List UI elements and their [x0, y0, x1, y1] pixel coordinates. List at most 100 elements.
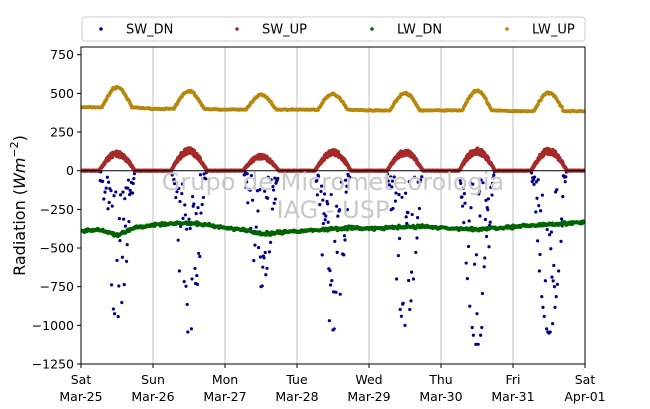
- data-point: [469, 206, 473, 210]
- data-point: [479, 333, 483, 337]
- data-point: [120, 255, 124, 259]
- data-point: [551, 279, 555, 283]
- x-tick-label: Mar-29: [347, 389, 390, 404]
- data-point: [395, 277, 399, 281]
- data-point: [112, 194, 116, 198]
- data-point: [342, 234, 346, 238]
- data-point: [414, 250, 418, 255]
- data-point: [319, 189, 323, 194]
- data-point: [125, 259, 129, 264]
- data-point: [486, 208, 490, 212]
- data-point: [416, 216, 420, 220]
- data-point: [411, 277, 415, 281]
- data-point: [198, 254, 202, 259]
- data-point: [123, 197, 127, 201]
- data-point: [272, 201, 276, 205]
- data-point: [484, 198, 488, 203]
- data-point: [180, 191, 184, 196]
- data-point: [185, 227, 189, 231]
- x-tick-day: Sun: [141, 372, 165, 387]
- data-point: [408, 307, 412, 312]
- data-point: [197, 251, 201, 256]
- data-point: [123, 224, 127, 228]
- data-point: [460, 195, 464, 199]
- data-point: [176, 238, 180, 242]
- legend-label: SW_DN: [126, 23, 173, 38]
- data-point: [183, 213, 187, 217]
- data-point: [126, 186, 130, 190]
- data-point: [467, 219, 471, 223]
- x-tick-day: Fri: [506, 372, 521, 387]
- data-point: [173, 182, 177, 186]
- data-point: [406, 211, 410, 215]
- data-point: [397, 193, 401, 197]
- data-point: [119, 193, 123, 197]
- x-tick-label: Mar-25: [59, 389, 102, 404]
- y-tick-label: −500: [40, 241, 74, 256]
- data-point: [339, 180, 343, 184]
- data-point: [204, 177, 208, 181]
- data-point: [468, 181, 472, 185]
- data-point: [394, 191, 398, 195]
- grid-layer: [152, 47, 514, 364]
- data-point: [478, 214, 482, 218]
- data-point: [255, 189, 259, 193]
- data-point: [329, 283, 333, 287]
- data-point: [269, 240, 273, 244]
- data-layer: [81, 84, 585, 346]
- data-point: [542, 314, 546, 318]
- data-point: [536, 178, 540, 182]
- data-point: [471, 182, 475, 186]
- data-point: [548, 233, 552, 237]
- data-point: [178, 199, 182, 204]
- data-point: [321, 221, 325, 226]
- data-point: [126, 178, 130, 182]
- data-point: [276, 176, 280, 181]
- data-point: [273, 197, 277, 201]
- data-point: [249, 173, 253, 178]
- data-point: [175, 190, 179, 194]
- x-tick-label: Mar-31: [491, 389, 534, 404]
- data-point: [404, 215, 408, 219]
- data-point: [110, 204, 114, 208]
- data-point: [417, 206, 421, 211]
- data-point: [477, 189, 481, 193]
- data-point: [464, 261, 468, 265]
- data-point: [121, 190, 125, 194]
- data-point: [326, 220, 330, 224]
- y-tick-label: 750: [50, 47, 74, 62]
- data-point: [410, 212, 414, 217]
- data-point: [485, 234, 489, 239]
- data-point: [396, 254, 400, 258]
- x-tick-label: Mar-30: [419, 389, 462, 404]
- data-point: [484, 97, 488, 101]
- data-point: [260, 284, 264, 288]
- data-point: [487, 245, 491, 249]
- data-point: [252, 259, 256, 263]
- data-point: [537, 204, 541, 208]
- data-point: [413, 175, 417, 179]
- data-point: [555, 282, 560, 287]
- data-point: [192, 148, 197, 153]
- data-point: [535, 196, 539, 200]
- data-point: [194, 212, 198, 216]
- data-point: [180, 182, 184, 186]
- data-point: [344, 178, 348, 182]
- data-point: [122, 217, 126, 221]
- data-point: [545, 227, 549, 232]
- data-point: [177, 269, 181, 273]
- data-point: [125, 243, 129, 247]
- data-point: [490, 193, 494, 197]
- data-point: [114, 190, 118, 194]
- data-point: [199, 211, 203, 215]
- data-point: [533, 175, 537, 179]
- data-point: [415, 236, 419, 240]
- data-point: [106, 207, 110, 211]
- y-tick-label: −1000: [32, 318, 74, 333]
- y-tick-label: −750: [40, 279, 74, 294]
- data-point: [465, 277, 469, 281]
- data-point: [330, 279, 334, 283]
- data-point: [555, 188, 559, 192]
- x-tick-day: Tue: [285, 372, 308, 387]
- data-point: [105, 175, 109, 179]
